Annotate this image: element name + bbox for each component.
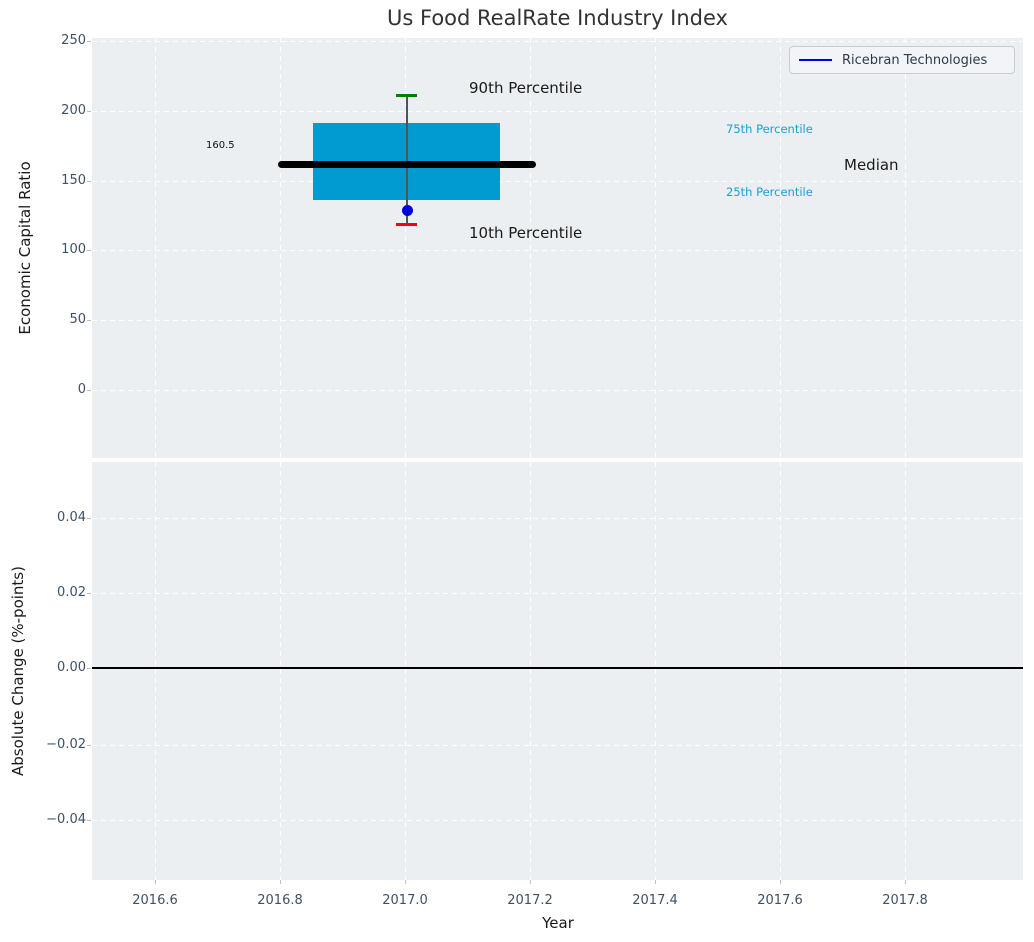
gridline [905, 38, 906, 458]
gridline [405, 38, 406, 458]
y-tick-label: 200 [61, 103, 86, 118]
tick-mark [87, 41, 91, 42]
tick-mark [655, 880, 656, 884]
tick-mark [405, 880, 406, 884]
y-tick-label: 0.02 [57, 585, 86, 600]
legend: Ricebran Technologies [789, 46, 1015, 74]
legend-label: Ricebran Technologies [842, 52, 988, 68]
gridline [92, 320, 1023, 321]
annotation-median: Median [844, 156, 899, 174]
tick-mark [87, 745, 91, 746]
legend-line-icon [799, 58, 832, 62]
bottom-y-axis-label: Absolute Change (%-points) [9, 566, 27, 776]
y-tick-label: 250 [61, 33, 86, 48]
whisker-cap-10th [396, 223, 417, 226]
gridline [655, 38, 656, 458]
whisker-cap-90th [396, 94, 417, 97]
annotation-25th-percentile: 25th Percentile [726, 185, 813, 199]
gridline [780, 462, 781, 880]
gridline [530, 462, 531, 880]
tick-mark [530, 880, 531, 884]
gridline [92, 181, 1023, 182]
median-line [278, 161, 536, 168]
x-tick-label: 2016.6 [132, 893, 178, 908]
y-tick-label: 100 [61, 242, 86, 257]
tick-mark [905, 880, 906, 884]
gridline [92, 390, 1023, 391]
y-tick-label: 0.04 [57, 510, 86, 525]
x-tick-label: 2017.2 [507, 893, 553, 908]
gridline [92, 250, 1023, 251]
y-tick-label: 150 [61, 173, 86, 188]
gridline [405, 462, 406, 880]
company-data-point [402, 205, 413, 216]
gridline [280, 38, 281, 458]
y-tick-label: 50 [69, 312, 86, 327]
gridline [92, 111, 1023, 112]
y-tick-label: 0.00 [57, 660, 86, 675]
top-axes: 160.5 90th Percentile 10th Percentile 75… [92, 38, 1023, 458]
boxplot-whisker-line [406, 97, 408, 224]
tick-mark [87, 181, 91, 182]
x-tick-label: 2017.6 [757, 893, 803, 908]
zero-reference-line [92, 667, 1023, 669]
gridline [92, 41, 1023, 42]
gridline [655, 462, 656, 880]
gridline [155, 38, 156, 458]
x-tick-label: 2017.4 [632, 893, 678, 908]
y-tick-label: −0.02 [46, 737, 86, 752]
chart-title: Us Food RealRate Industry Index [387, 6, 728, 30]
tick-mark [87, 250, 91, 251]
x-tick-label: 2017.8 [882, 893, 928, 908]
gridline [280, 462, 281, 880]
tick-mark [780, 880, 781, 884]
tick-mark [87, 593, 91, 594]
gridline [780, 38, 781, 458]
x-axis-label: Year [542, 914, 574, 932]
tick-mark [87, 320, 91, 321]
gridline [155, 462, 156, 880]
y-tick-label: −0.04 [46, 812, 86, 827]
gridline [92, 593, 1023, 594]
x-tick-label: 2016.8 [257, 893, 303, 908]
tick-mark [87, 390, 91, 391]
bottom-axes [92, 462, 1023, 880]
tick-mark [155, 880, 156, 884]
x-tick-label: 2017.0 [382, 893, 428, 908]
gridline [92, 745, 1023, 746]
gridline [905, 462, 906, 880]
tick-mark [87, 668, 91, 669]
tick-mark [87, 111, 91, 112]
gridline [92, 820, 1023, 821]
tick-mark [87, 820, 91, 821]
gridline [530, 38, 531, 458]
annotation-90th-percentile: 90th Percentile [469, 79, 583, 97]
tick-mark [280, 880, 281, 884]
gridline [92, 518, 1023, 519]
annotation-75th-percentile: 75th Percentile [726, 122, 813, 136]
top-y-axis-label: Economic Capital Ratio [16, 161, 34, 335]
tick-mark [87, 518, 91, 519]
y-tick-label: 0 [77, 382, 86, 397]
median-value-label: 160.5 [206, 140, 235, 151]
annotation-10th-percentile: 10th Percentile [469, 224, 583, 242]
